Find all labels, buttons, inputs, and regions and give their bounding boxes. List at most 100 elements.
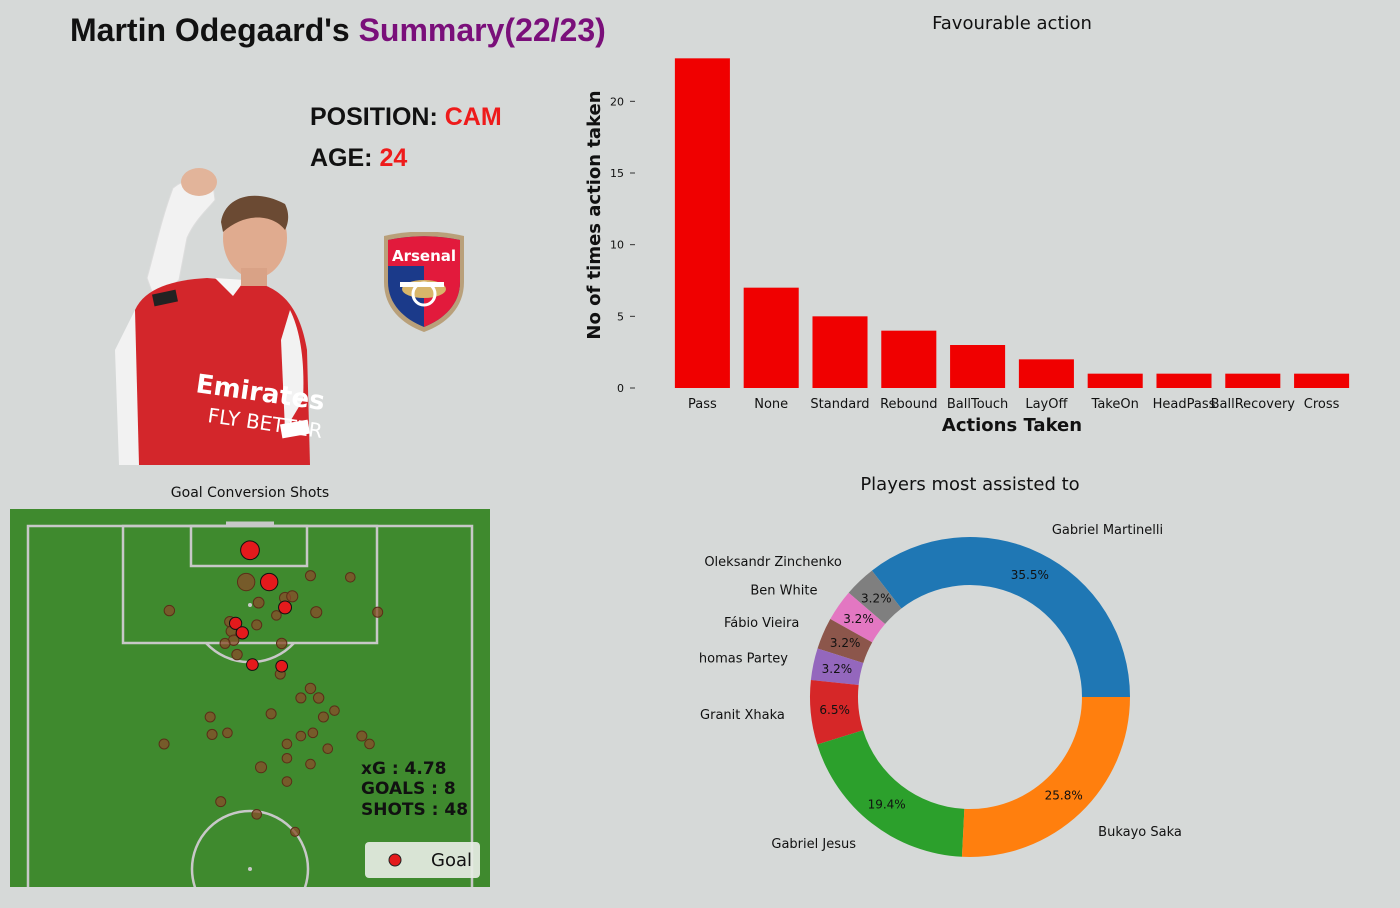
- slice-percent: 3.2%: [830, 636, 861, 650]
- slice-percent: 6.5%: [819, 703, 850, 717]
- missed-shot: [323, 744, 333, 754]
- missed-shot: [346, 572, 356, 582]
- age-value: 24: [379, 144, 407, 172]
- goal-shot: [247, 659, 259, 671]
- missed-shot: [365, 739, 375, 749]
- x-tick-label: Rebound: [880, 397, 937, 412]
- bar-headpass: [1156, 374, 1211, 388]
- missed-shot: [266, 709, 276, 719]
- slice-percent: 3.2%: [843, 612, 874, 626]
- y-tick-label: 20: [610, 95, 624, 108]
- bar-balltouch: [950, 345, 1005, 388]
- missed-shot: [220, 638, 230, 648]
- missed-shot: [159, 739, 169, 749]
- missed-shot: [357, 731, 367, 741]
- missed-shot: [276, 638, 286, 648]
- title-season-summary: Summary(22/23): [359, 12, 606, 48]
- goal-shot: [236, 627, 248, 639]
- goal-legend-marker: [389, 854, 401, 866]
- missed-shot: [308, 728, 318, 738]
- slice-percent: 3.2%: [822, 662, 853, 676]
- x-tick-label: BallRecovery: [1211, 397, 1296, 412]
- missed-shot: [313, 693, 323, 703]
- bar-layoff: [1019, 359, 1074, 388]
- missed-shot: [306, 759, 316, 769]
- bar-none: [744, 288, 799, 388]
- shots-stat: SHOTS : 48: [361, 800, 468, 820]
- badge-text: Arsenal: [392, 247, 456, 265]
- y-axis-label: No of times action taken: [584, 90, 605, 339]
- y-tick-label: 15: [610, 167, 624, 180]
- bar-cross: [1294, 374, 1349, 388]
- slice-percent: 19.4%: [868, 797, 906, 811]
- x-tick-label: LayOff: [1025, 397, 1068, 412]
- missed-shot: [216, 797, 226, 807]
- x-tick-label: Pass: [688, 397, 717, 412]
- missed-shot: [237, 573, 254, 590]
- arsenal-badge-icon: Arsenal: [380, 232, 468, 334]
- missed-shot: [252, 620, 262, 630]
- missed-shot: [318, 712, 328, 722]
- x-tick-label: HeadPass: [1153, 397, 1216, 412]
- x-tick-label: TakeOn: [1091, 397, 1139, 412]
- bar-pass: [675, 58, 730, 388]
- bar-ballrecovery: [1225, 374, 1280, 388]
- missed-shot: [164, 605, 174, 615]
- goal-shot: [241, 541, 260, 560]
- slice-label: Gabriel Jesus: [771, 837, 856, 852]
- favourable-action-chart: Favourable action 0 5 10 15 20 Pass None Stand…: [570, 0, 1400, 450]
- missed-shot: [205, 712, 215, 722]
- x-tick-label: None: [754, 397, 788, 412]
- slice-label: Ben White: [750, 584, 817, 599]
- missed-shot: [253, 597, 264, 608]
- position-label: POSITION:: [310, 103, 438, 131]
- x-tick-label: Standard: [810, 397, 869, 412]
- missed-shot: [282, 753, 292, 763]
- slice-label: Granit Xhaka: [700, 708, 785, 723]
- position-value: CAM: [445, 103, 502, 131]
- missed-shot: [207, 729, 217, 739]
- goals-stat: GOALS : 8: [361, 779, 456, 799]
- slice-label: Gabriel Martinelli: [1052, 523, 1163, 538]
- missed-shot: [311, 607, 322, 618]
- missed-shot: [223, 728, 233, 738]
- legend-label: Goal: [431, 850, 472, 871]
- missed-shot: [252, 810, 262, 820]
- chart-title: Players most assisted to: [860, 474, 1079, 495]
- missed-shot: [287, 591, 298, 602]
- y-tick-label: 0: [617, 382, 624, 395]
- assist-donut-chart: Players most assisted to 35.5% Gabriel Ma…: [700, 460, 1400, 908]
- title-player-name: Martin Odegaard's: [70, 12, 350, 48]
- y-axis: 0 5 10 15 20: [610, 95, 635, 395]
- slice-gabriel-martinelli: [872, 537, 1130, 697]
- slice-percent: 35.5%: [1011, 568, 1049, 582]
- slice-label: Thomas Partey: [700, 652, 788, 667]
- missed-shot: [282, 739, 292, 749]
- missed-shot: [330, 706, 340, 716]
- bars: [675, 58, 1349, 388]
- donut-slices: [810, 537, 1130, 857]
- missed-shot: [232, 649, 242, 659]
- missed-shot: [291, 827, 300, 836]
- missed-shot: [373, 607, 383, 617]
- missed-shot: [305, 571, 315, 581]
- x-tick-label: Cross: [1304, 397, 1340, 412]
- missed-shot: [282, 777, 292, 787]
- page-title: Martin Odegaard's Summary(22/23): [70, 12, 606, 49]
- y-tick-label: 5: [617, 310, 624, 323]
- chart-title: Favourable action: [932, 13, 1092, 34]
- bar-rebound: [881, 331, 936, 388]
- xg-stat: xG : 4.78: [361, 759, 447, 779]
- slice-label: Oleksandr Zinchenko: [704, 555, 842, 570]
- slice-percent: 25.8%: [1045, 789, 1083, 803]
- slice-label: Bukayo Saka: [1098, 825, 1182, 840]
- goal-shot: [276, 660, 288, 672]
- bar-standard: [812, 316, 867, 388]
- x-tick-label: BallTouch: [947, 397, 1008, 412]
- bar-takeon: [1088, 374, 1143, 388]
- y-tick-label: 10: [610, 239, 624, 252]
- slice-label: Fábio Vieira: [724, 616, 799, 631]
- shot-legend: Goal: [365, 842, 480, 878]
- shot-map: xG : 4.78 GOALS : 8 SHOTS : 48 Goal: [10, 509, 490, 887]
- missed-shot: [272, 611, 282, 621]
